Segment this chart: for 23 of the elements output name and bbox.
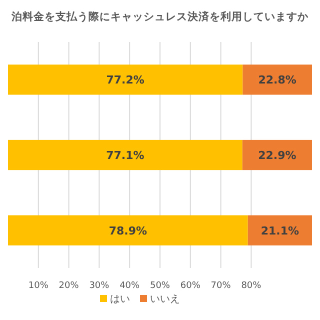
bar bbox=[242, 140, 312, 170]
data-label: 78.9% bbox=[108, 224, 148, 238]
x-tick-label: 20% bbox=[58, 281, 80, 291]
data-label: 21.1% bbox=[260, 224, 300, 238]
x-tick-label: 70% bbox=[210, 281, 232, 291]
data-label: 77.1% bbox=[106, 149, 144, 162]
legend-label: いいえ bbox=[150, 294, 180, 305]
bar bbox=[8, 64, 243, 95]
x-tick-label: 60% bbox=[180, 281, 201, 291]
bar bbox=[8, 215, 248, 246]
x-tick-label: 30% bbox=[89, 281, 110, 291]
x-tick-label: 10% bbox=[28, 281, 49, 291]
x-tick-label: 80% bbox=[241, 281, 262, 291]
bar bbox=[248, 215, 312, 246]
bar bbox=[242, 64, 312, 95]
data-label: 22.8% bbox=[258, 74, 296, 87]
data-label: 77.2% bbox=[106, 74, 144, 87]
x-tick-label: 50% bbox=[150, 281, 170, 291]
chart-title: 泊料金を支払う際にキャッシュレス決済を利用していますか bbox=[10, 10, 310, 23]
legend-label: はい bbox=[110, 294, 130, 305]
x-tick-label: 40% bbox=[120, 281, 140, 291]
bar bbox=[8, 140, 242, 170]
data-label: 22.9% bbox=[258, 149, 296, 162]
